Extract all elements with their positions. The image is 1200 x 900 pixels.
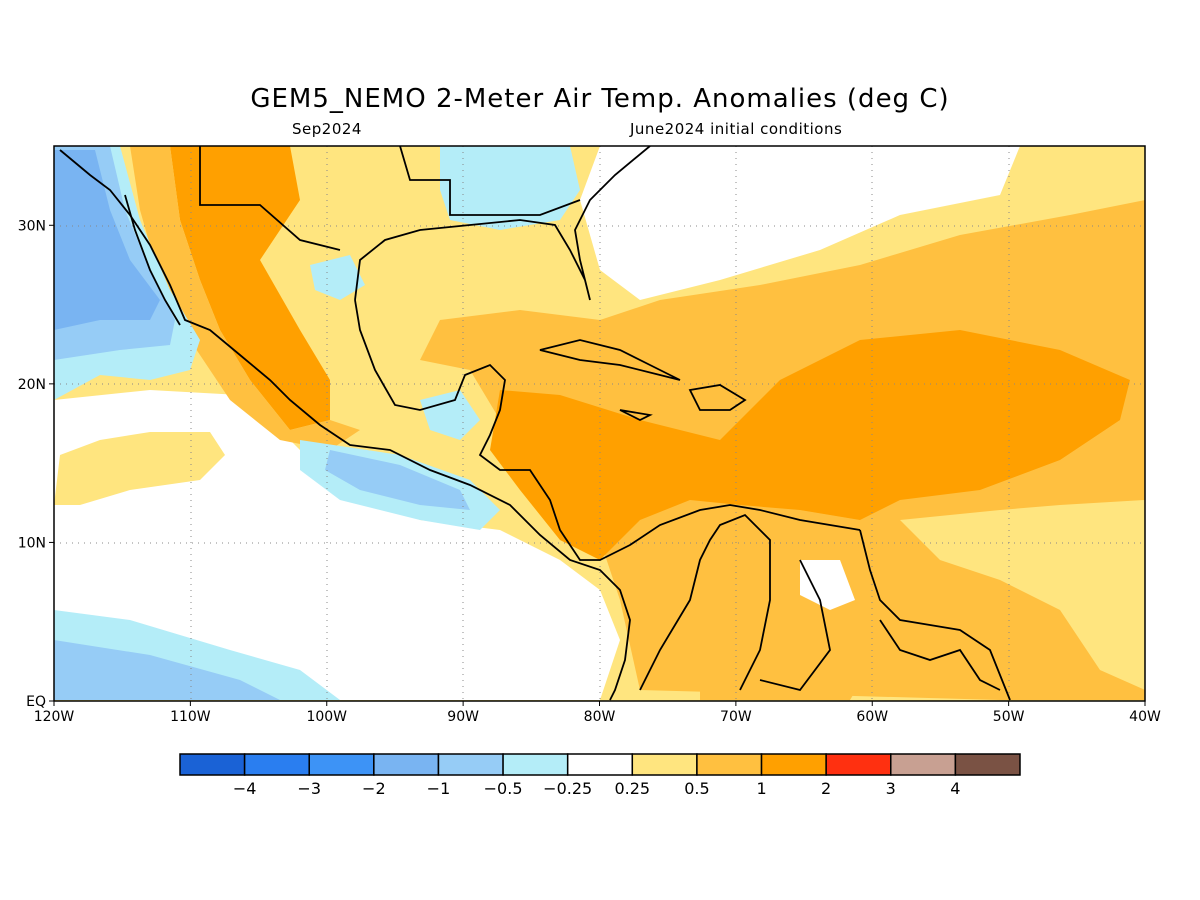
colorbar: −4 −3 −2 −1 −0.5 −0.25 0.25 0.5 1 2 3 4: [179, 753, 1021, 798]
anomaly-region-cool-central-pacific-core: [325, 450, 470, 510]
anomaly-region-warm-pacific: [54, 432, 225, 505]
colorbar-label: −1: [427, 779, 451, 798]
chart-title: GEM5_NEMO 2-Meter Air Temp. Anomalies (d…: [250, 84, 950, 114]
colorbar-label: 0.5: [684, 779, 709, 798]
colorbar-swatch: [825, 753, 892, 776]
anomaly-region-cool-gulf: [310, 255, 365, 300]
x-tick-label: 100W: [306, 709, 347, 725]
anomaly-region-warm-strong-mexico: [170, 146, 330, 430]
anomaly-region-cool-yucatan: [420, 390, 480, 440]
colorbar-swatch: [760, 753, 827, 776]
y-tick-label: 20N: [18, 377, 46, 393]
colorbar-label: 2: [821, 779, 831, 798]
x-tick-label: 50W: [993, 709, 1025, 725]
coastlines: [59, 146, 1011, 701]
colorbar-label: 1: [756, 779, 766, 798]
colorbar-swatch: [502, 753, 569, 776]
x-tick-label: 110W: [170, 709, 211, 725]
colorbar-label: 4: [950, 779, 960, 798]
anomaly-region-neutral-atlantic: [580, 146, 1020, 300]
y-axis: EQ 10N 20N 30N: [18, 218, 54, 710]
map-field: [54, 146, 1145, 701]
colorbar-swatch: [243, 753, 310, 776]
colorbar-label: −0.25: [543, 779, 592, 798]
initial-conditions: June2024 initial conditions: [630, 120, 843, 138]
anomaly-region-cool-southwest-core: [54, 640, 280, 700]
colorbar-swatch: [566, 753, 634, 776]
x-tick-label: 70W: [720, 709, 752, 725]
colorbar-label: −3: [297, 779, 321, 798]
colorbar-label: −0.5: [484, 779, 523, 798]
colorbar-swatch: [373, 753, 440, 776]
graticule: [54, 146, 1145, 701]
colorbar-swatch: [890, 753, 957, 776]
colorbar-label: 3: [886, 779, 896, 798]
y-tick-label: 30N: [18, 218, 46, 234]
x-tick-label: 60W: [856, 709, 888, 725]
colorbar-swatch: [954, 753, 1021, 776]
anomaly-region-cool-baja-core: [54, 150, 160, 330]
colorbar-label: −2: [362, 779, 386, 798]
colorbar-swatch: [308, 753, 375, 776]
y-tick-label: EQ: [26, 694, 46, 710]
anomaly-region-neutral-guiana: [800, 560, 855, 610]
x-axis: 120W 110W 100W 90W 80W 70W 60W 50W 40W: [34, 701, 1161, 725]
x-tick-label: 90W: [447, 709, 479, 725]
colorbar-label: 0.25: [614, 779, 650, 798]
colorbar-swatch: [631, 753, 698, 776]
y-tick-label: 10N: [18, 535, 46, 551]
colorbar-label: −4: [233, 779, 257, 798]
colorbar-swatch: [696, 753, 763, 776]
anomaly-region-cool-southeast-us: [440, 146, 580, 230]
colorbar-swatch: [437, 753, 504, 776]
x-tick-label: 120W: [34, 709, 75, 725]
forecast-month: Sep2024: [292, 120, 362, 138]
x-tick-label: 40W: [1129, 709, 1161, 725]
colorbar-swatch: [179, 753, 246, 776]
x-tick-label: 80W: [584, 709, 616, 725]
anomaly-region-warm-strong-caribbean: [490, 330, 1130, 560]
